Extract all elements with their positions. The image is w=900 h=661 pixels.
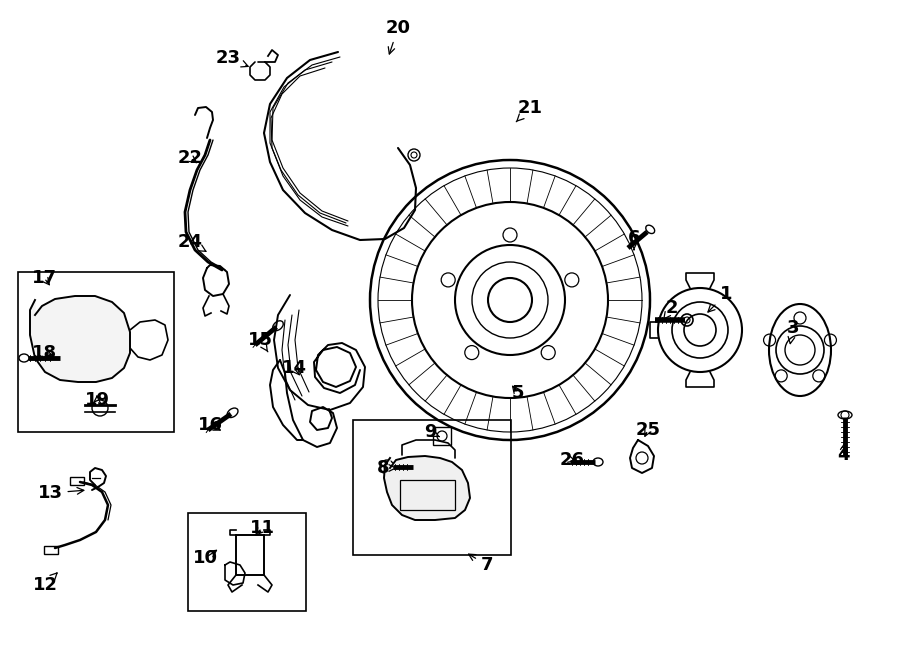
Text: 26: 26 bbox=[560, 451, 584, 469]
Text: 10: 10 bbox=[193, 549, 218, 567]
Text: 22: 22 bbox=[177, 149, 202, 167]
Text: 14: 14 bbox=[282, 359, 307, 377]
Text: 21: 21 bbox=[517, 99, 543, 122]
Text: 15: 15 bbox=[248, 331, 273, 352]
Text: 17: 17 bbox=[32, 269, 57, 287]
Text: 18: 18 bbox=[32, 344, 58, 362]
Polygon shape bbox=[30, 296, 130, 382]
Bar bbox=[44, 546, 58, 554]
Bar bbox=[353, 420, 511, 555]
Text: 8: 8 bbox=[377, 459, 396, 477]
Bar bbox=[70, 477, 84, 485]
Bar bbox=[18, 272, 174, 432]
Text: 19: 19 bbox=[85, 391, 110, 409]
Text: 5: 5 bbox=[512, 384, 524, 402]
Text: 11: 11 bbox=[249, 519, 274, 537]
Text: 24: 24 bbox=[177, 233, 206, 251]
Text: 20: 20 bbox=[385, 19, 410, 54]
Text: 12: 12 bbox=[32, 573, 58, 594]
Bar bbox=[188, 513, 306, 611]
Bar bbox=[236, 535, 264, 575]
Text: 9: 9 bbox=[424, 423, 439, 441]
Bar bbox=[433, 427, 451, 445]
Text: 4: 4 bbox=[837, 443, 850, 464]
Bar bbox=[400, 480, 455, 510]
Text: 7: 7 bbox=[469, 554, 493, 574]
Text: 6: 6 bbox=[628, 229, 640, 250]
Text: 23: 23 bbox=[215, 49, 248, 67]
Text: 13: 13 bbox=[38, 484, 84, 502]
Polygon shape bbox=[384, 456, 470, 520]
Text: 1: 1 bbox=[708, 285, 733, 312]
Text: 2: 2 bbox=[663, 299, 679, 320]
Text: 16: 16 bbox=[197, 416, 222, 434]
Text: 3: 3 bbox=[787, 319, 799, 344]
Text: 25: 25 bbox=[635, 421, 661, 439]
